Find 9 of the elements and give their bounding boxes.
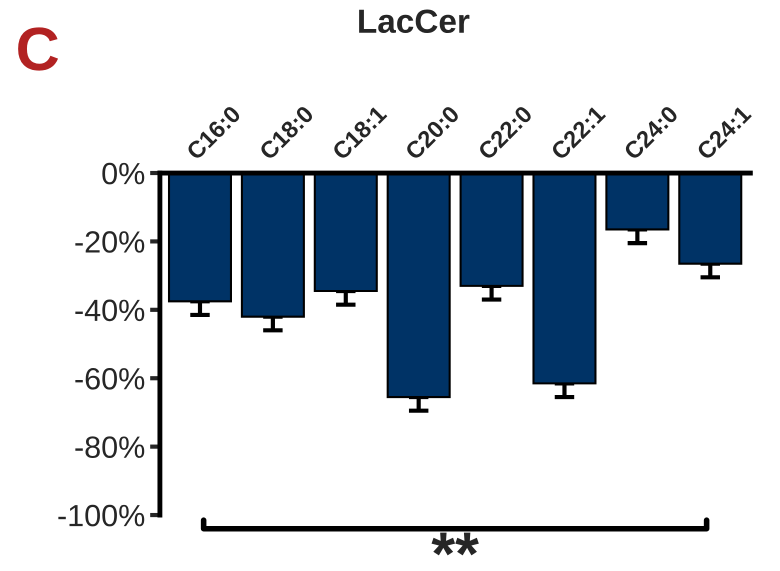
- text: **: [432, 532, 479, 556]
- y-tick-label: -20%: [75, 231, 144, 253]
- y-tick-label: 0%: [102, 162, 144, 184]
- text: C: [18, 27, 58, 71]
- y-tick-label: -80%: [75, 436, 144, 458]
- y-tick-label: -100%: [58, 504, 144, 526]
- y-tick-label: -40%: [75, 300, 144, 322]
- y-tick-label: -60%: [75, 368, 144, 390]
- chart-title: LacCer: [359, 9, 470, 34]
